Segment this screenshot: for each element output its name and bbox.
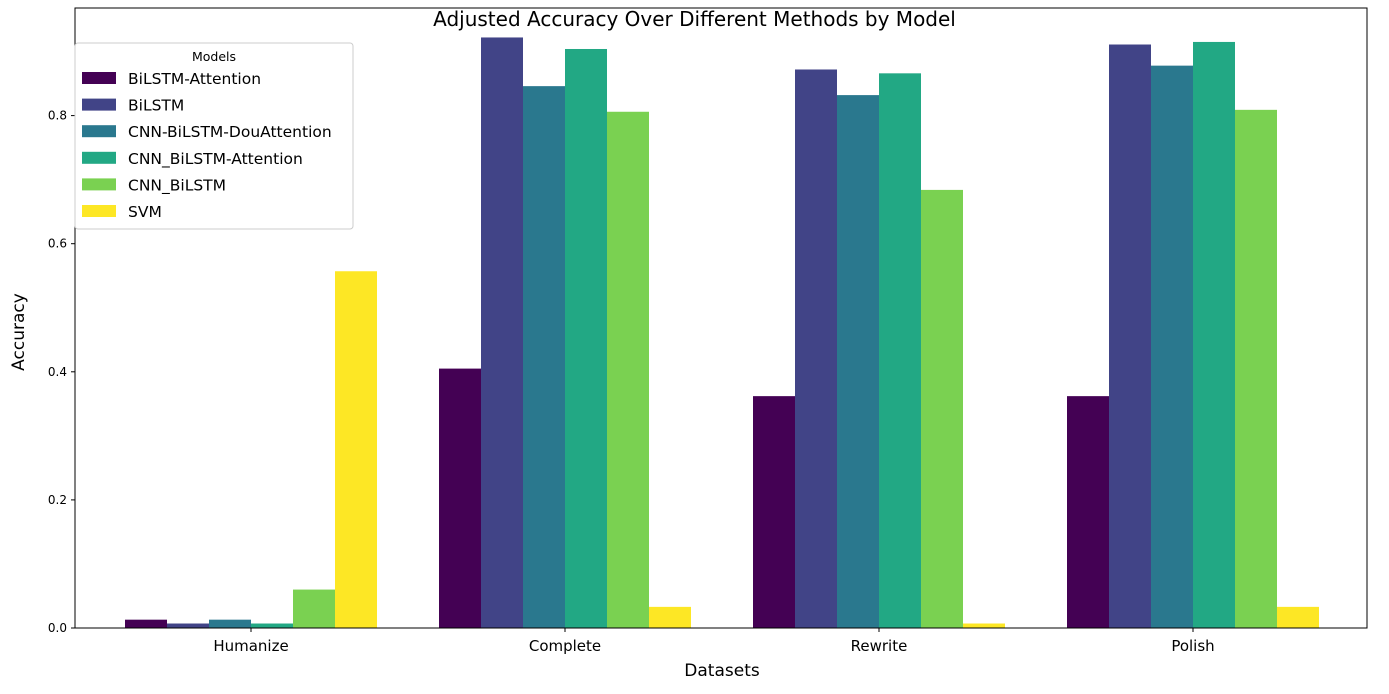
legend-swatch [82,178,116,191]
bar [209,619,251,628]
legend-title: Models [192,49,236,64]
bar [167,623,209,628]
bar [795,69,837,628]
legend-label: CNN_BiLSTM-Attention [128,150,303,169]
bars-layer [125,37,1319,629]
chart-title: Adjusted Accuracy Over Different Methods… [433,7,956,31]
bar [1067,396,1109,628]
legend-label: SVM [128,203,162,221]
bar [753,396,795,628]
bar [879,73,921,629]
bar [439,368,481,628]
bar [565,48,607,628]
bar [251,623,293,628]
legend: Models BiLSTM-Attention BiLSTM CNN-BiLSTM-… [74,42,354,230]
x-tick-label: Humanize [213,637,288,655]
x-tick-label: Rewrite [851,637,908,655]
bar [335,271,377,628]
bar [963,623,1005,628]
axes-layer [74,7,1368,629]
x-tick-label: Complete [529,637,601,655]
bar [1235,109,1277,628]
legend-label: CNN-BiLSTM-DouAttention [128,123,332,141]
x-axis-label: Datasets [684,661,760,681]
bar [837,95,879,629]
bar [125,619,167,628]
legend-swatch [82,205,116,217]
bar [293,589,335,628]
y-tick-label: 0.2 [48,493,67,507]
legend-label: CNN_BiLSTM [128,176,226,195]
legend-swatch [82,98,116,111]
bar [1193,41,1235,628]
bar [1109,44,1151,629]
bar [607,111,649,629]
bar [649,606,691,628]
y-axis-ticks: 0.0 0.2 0.4 0.6 0.8 [48,109,75,635]
legend-swatch [82,125,116,138]
plot-frame [74,7,1368,629]
legend-swatch [82,72,116,84]
x-axis-ticks: Humanize Complete Rewrite Polish [213,628,1215,655]
bar [1277,606,1319,628]
y-tick-label: 0.8 [48,109,67,123]
legend-box [74,42,354,230]
y-tick-label: 0.6 [48,237,67,251]
bar [523,86,565,628]
legend-label: BiLSTM-Attention [128,70,261,88]
x-tick-label: Polish [1171,637,1214,655]
bar [481,37,523,628]
legend-swatch [82,151,116,164]
bar [1151,65,1193,628]
y-tick-label: 0.0 [48,621,67,635]
y-axis-label: Accuracy [9,293,29,371]
legend-items: BiLSTM-Attention BiLSTM CNN-BiLSTM-DouAtte… [82,70,332,221]
bar [921,189,963,629]
y-tick-label: 0.4 [48,365,67,379]
legend-label: BiLSTM [128,97,184,115]
